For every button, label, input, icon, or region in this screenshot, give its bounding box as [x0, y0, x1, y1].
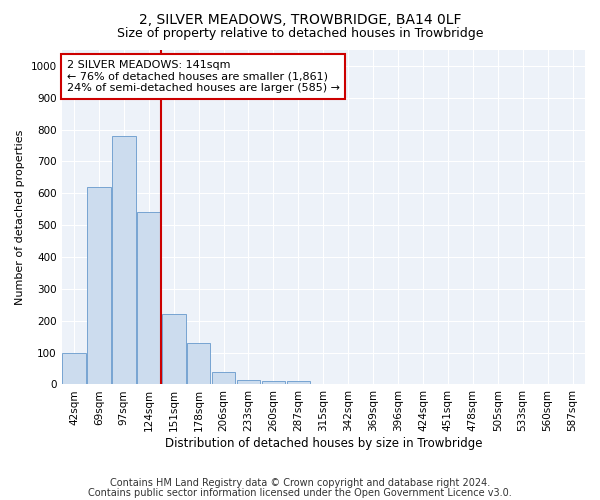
Bar	[212, 372, 235, 384]
Bar	[187, 343, 211, 384]
Bar	[287, 382, 310, 384]
Text: 2, SILVER MEADOWS, TROWBRIDGE, BA14 0LF: 2, SILVER MEADOWS, TROWBRIDGE, BA14 0LF	[139, 12, 461, 26]
Bar	[236, 380, 260, 384]
Bar	[62, 352, 86, 384]
Bar	[112, 136, 136, 384]
Bar	[87, 187, 111, 384]
X-axis label: Distribution of detached houses by size in Trowbridge: Distribution of detached houses by size …	[164, 437, 482, 450]
Bar	[162, 314, 185, 384]
Text: Size of property relative to detached houses in Trowbridge: Size of property relative to detached ho…	[117, 28, 483, 40]
Y-axis label: Number of detached properties: Number of detached properties	[15, 130, 25, 305]
Bar	[262, 382, 285, 384]
Text: Contains HM Land Registry data © Crown copyright and database right 2024.: Contains HM Land Registry data © Crown c…	[110, 478, 490, 488]
Bar	[137, 212, 161, 384]
Text: Contains public sector information licensed under the Open Government Licence v3: Contains public sector information licen…	[88, 488, 512, 498]
Text: 2 SILVER MEADOWS: 141sqm
← 76% of detached houses are smaller (1,861)
24% of sem: 2 SILVER MEADOWS: 141sqm ← 76% of detach…	[67, 60, 340, 93]
